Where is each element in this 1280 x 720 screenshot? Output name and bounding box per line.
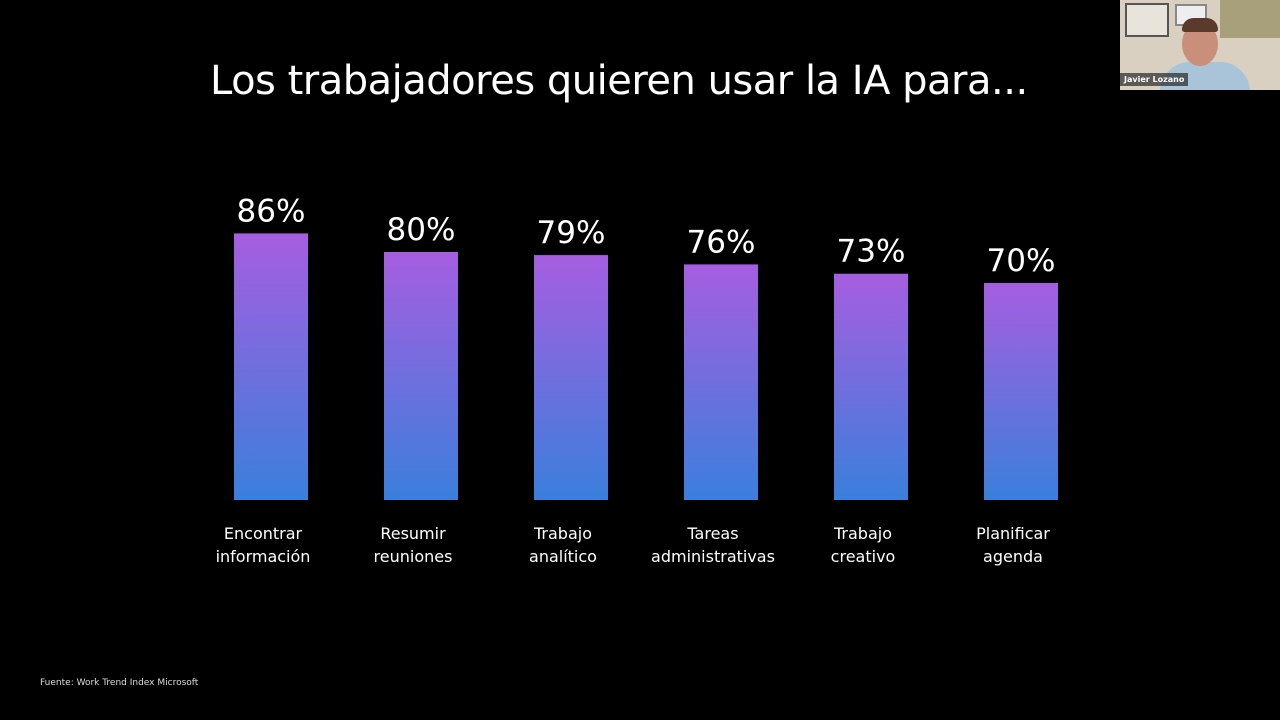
- category-label: Tareas: [686, 524, 738, 543]
- category-label: administrativas: [651, 547, 775, 566]
- wall-poster: [1220, 0, 1280, 38]
- category-label: creativo: [831, 547, 896, 566]
- data-label: 80%: [387, 212, 456, 248]
- category-label: reuniones: [374, 547, 453, 566]
- category-label: Encontrar: [224, 524, 303, 543]
- bar: [534, 255, 608, 500]
- category-label: Trabajo: [533, 524, 592, 543]
- data-label: 79%: [537, 215, 606, 251]
- wall-frame: [1125, 3, 1169, 37]
- data-label: 73%: [837, 234, 906, 270]
- category-label: información: [216, 547, 311, 566]
- participant-video-tile[interactable]: Javier Lozano: [1120, 0, 1280, 90]
- data-label: 86%: [237, 193, 306, 229]
- participant-hair: [1182, 18, 1218, 32]
- data-label: 76%: [687, 224, 756, 260]
- category-label: analítico: [529, 547, 597, 566]
- bar: [984, 283, 1058, 500]
- category-label: Trabajo: [833, 524, 892, 543]
- bar: [684, 264, 758, 500]
- bar: [834, 273, 908, 500]
- category-label: Planificar: [976, 524, 1050, 543]
- data-label: 70%: [987, 243, 1056, 279]
- source-note: Fuente: Work Trend Index Microsoft: [40, 678, 199, 688]
- participant-name: Javier Lozano: [1120, 73, 1189, 86]
- category-label: agenda: [983, 547, 1043, 566]
- category-label: Resumir: [380, 524, 446, 543]
- bar: [234, 233, 308, 500]
- chart-title: Los trabajadores quieren usar la IA para…: [210, 58, 1028, 104]
- bar: [384, 252, 458, 500]
